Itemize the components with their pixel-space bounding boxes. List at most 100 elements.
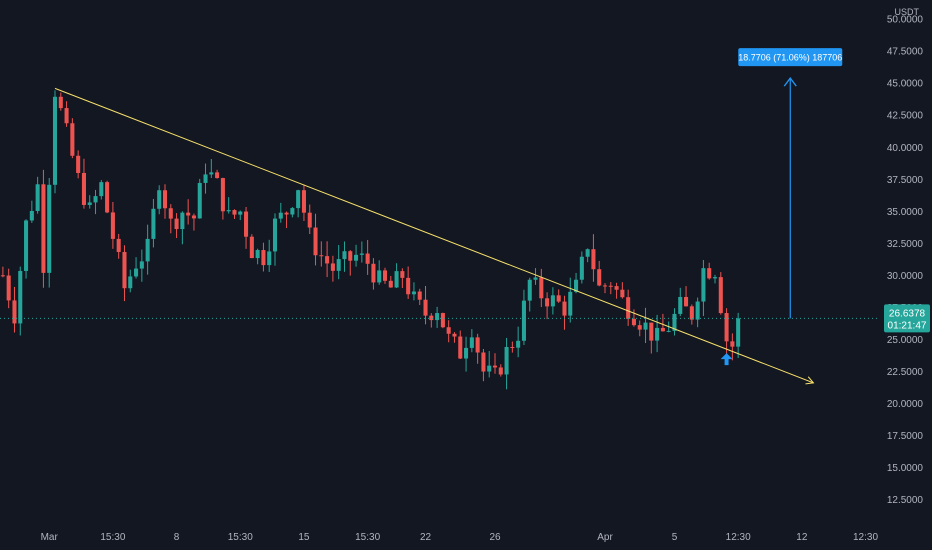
candle[interactable] [695,297,700,328]
candle[interactable] [87,195,92,209]
candle[interactable] [429,313,434,328]
candle[interactable] [134,257,139,279]
candle[interactable] [382,267,388,284]
candle[interactable] [689,304,694,325]
candle[interactable] [70,118,75,159]
candle[interactable] [0,266,5,278]
candle[interactable] [411,282,416,301]
candle[interactable] [116,233,121,259]
candle[interactable] [278,202,283,223]
candle[interactable] [591,234,596,282]
candle[interactable] [487,351,492,378]
candle[interactable] [556,289,561,303]
projection-label[interactable]: 18.7706 (71.06%) 187706 [738,48,842,67]
candle[interactable] [475,333,480,364]
candle[interactable] [215,169,220,179]
candle[interactable] [151,198,156,248]
candle[interactable] [238,210,243,221]
candle[interactable] [249,234,254,259]
candle[interactable] [284,211,289,229]
candle[interactable] [574,272,579,294]
candle[interactable] [47,177,52,288]
candle[interactable] [649,322,654,354]
candle[interactable] [504,337,509,390]
candle[interactable] [394,263,399,289]
candle[interactable] [197,178,202,219]
candle[interactable] [99,180,104,200]
time-axis[interactable]: Mar 15:30 8 15:30 15 15:30 22 26 Apr 5 12:30 12 12:3… [41,532,879,543]
candle[interactable] [643,307,648,344]
candle[interactable] [261,242,266,272]
candle[interactable] [684,286,689,307]
candle[interactable] [481,348,486,382]
candle[interactable] [191,213,196,231]
candle[interactable] [209,159,214,178]
candle[interactable] [730,333,735,361]
candle[interactable] [492,353,498,374]
candle[interactable] [81,158,86,209]
candle[interactable] [244,207,249,249]
candle[interactable] [579,251,584,284]
candle[interactable] [631,309,636,327]
candle[interactable] [348,250,353,276]
candle[interactable] [290,207,295,218]
candle[interactable] [371,258,376,290]
candle[interactable] [724,308,729,354]
candle[interactable] [672,308,677,336]
candle[interactable] [52,90,58,194]
candle[interactable] [678,287,683,317]
candle[interactable] [608,282,613,295]
candle[interactable] [122,245,127,302]
candle[interactable] [58,92,63,111]
candle[interactable] [446,320,451,343]
candle[interactable] [354,244,359,267]
candle[interactable] [336,245,341,280]
price-axis[interactable]: USDT 12.5000 15.0000 17.5000 20.0000 22.5000… [884,7,930,506]
candle[interactable] [35,176,40,214]
candle[interactable] [319,241,324,267]
candle[interactable] [516,326,521,358]
candle[interactable] [105,180,110,214]
candle[interactable] [174,213,179,239]
candle[interactable] [637,320,642,337]
candle[interactable] [597,260,602,287]
candle[interactable] [626,289,631,326]
candle[interactable] [145,224,150,275]
candle[interactable] [110,201,115,249]
trendline[interactable] [54,87,814,384]
candle[interactable] [707,262,712,280]
candle[interactable] [614,282,619,299]
candle[interactable] [464,336,469,372]
candle[interactable] [718,272,723,315]
candle[interactable] [226,197,231,214]
candle[interactable] [157,185,162,215]
candle[interactable] [41,169,46,288]
candle[interactable] [400,268,405,288]
candle[interactable] [620,282,625,299]
candle[interactable] [29,200,34,223]
candle[interactable] [255,248,260,265]
candle[interactable] [527,277,532,312]
candle[interactable] [498,364,503,377]
candle[interactable] [452,332,457,343]
candle[interactable] [712,274,718,284]
candle[interactable] [550,287,555,315]
candle[interactable] [203,163,208,194]
candle[interactable] [539,268,544,308]
candle[interactable] [186,199,191,225]
candle[interactable] [701,260,706,317]
candle[interactable] [440,312,445,329]
candle[interactable] [139,249,144,282]
candle[interactable] [307,204,312,235]
candle[interactable] [458,330,463,360]
candle[interactable] [64,101,69,127]
candle[interactable] [12,286,17,333]
candle[interactable] [435,306,440,328]
candle[interactable] [232,209,237,219]
candle[interactable] [521,289,526,346]
candle[interactable] [406,266,411,299]
candle[interactable] [359,241,364,263]
candle[interactable] [533,268,538,285]
candle[interactable] [93,189,98,215]
